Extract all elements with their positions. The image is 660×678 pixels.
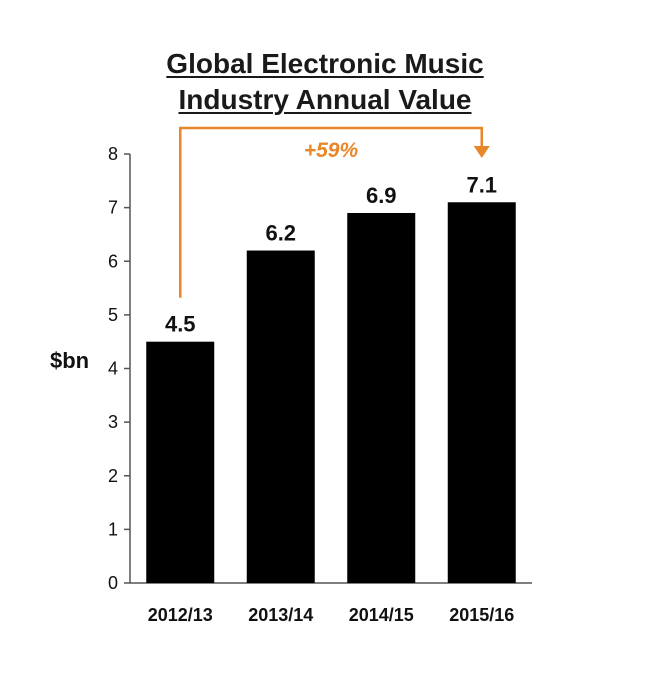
- y-tick-label: 5: [108, 305, 118, 325]
- chart-axes: 0 1 2 3 4 5 6 7 8 $bn: [50, 144, 532, 593]
- bar-value-label: 6.9: [366, 183, 397, 208]
- bar: [246, 250, 315, 583]
- x-category-label: 2014/15: [349, 605, 414, 625]
- chart-title: Global Electronic Music Industry Annual …: [140, 46, 510, 118]
- chart-labels: 4.5 2012/13 6.2 2013/14 6.9 2014/15 7.1 2015/16: [148, 172, 515, 625]
- growth-annotation: +59%: [179, 126, 490, 298]
- annotation-label: +59%: [304, 139, 359, 162]
- bar-value-label: 4.5: [165, 312, 196, 337]
- chart-title-line-1: Global Electronic Music: [166, 48, 484, 79]
- annotation-bracket: [179, 126, 483, 298]
- y-tick-label: 2: [108, 466, 118, 486]
- bar-value-label: 6.2: [265, 221, 296, 246]
- bar: [347, 212, 416, 584]
- y-tick-label: 8: [108, 144, 118, 164]
- annotation-arrowhead: [473, 146, 490, 158]
- y-tick-label: 1: [108, 519, 118, 539]
- y-tick-label: 3: [108, 412, 118, 432]
- x-category-label: 2015/16: [449, 605, 514, 625]
- y-tick-label: 6: [108, 251, 118, 271]
- y-tick-label: 4: [108, 359, 118, 379]
- y-axis-label: $bn: [50, 348, 89, 373]
- bar: [447, 202, 516, 583]
- bar: [146, 341, 215, 583]
- y-tick-label: 0: [108, 573, 118, 593]
- x-category-label: 2013/14: [248, 605, 313, 625]
- bar-value-label: 7.1: [466, 172, 497, 197]
- y-tick-label: 7: [108, 198, 118, 218]
- x-category-label: 2012/13: [148, 605, 213, 625]
- chart-title-line-2: Industry Annual Value: [178, 84, 472, 115]
- chart-bars: [146, 202, 516, 584]
